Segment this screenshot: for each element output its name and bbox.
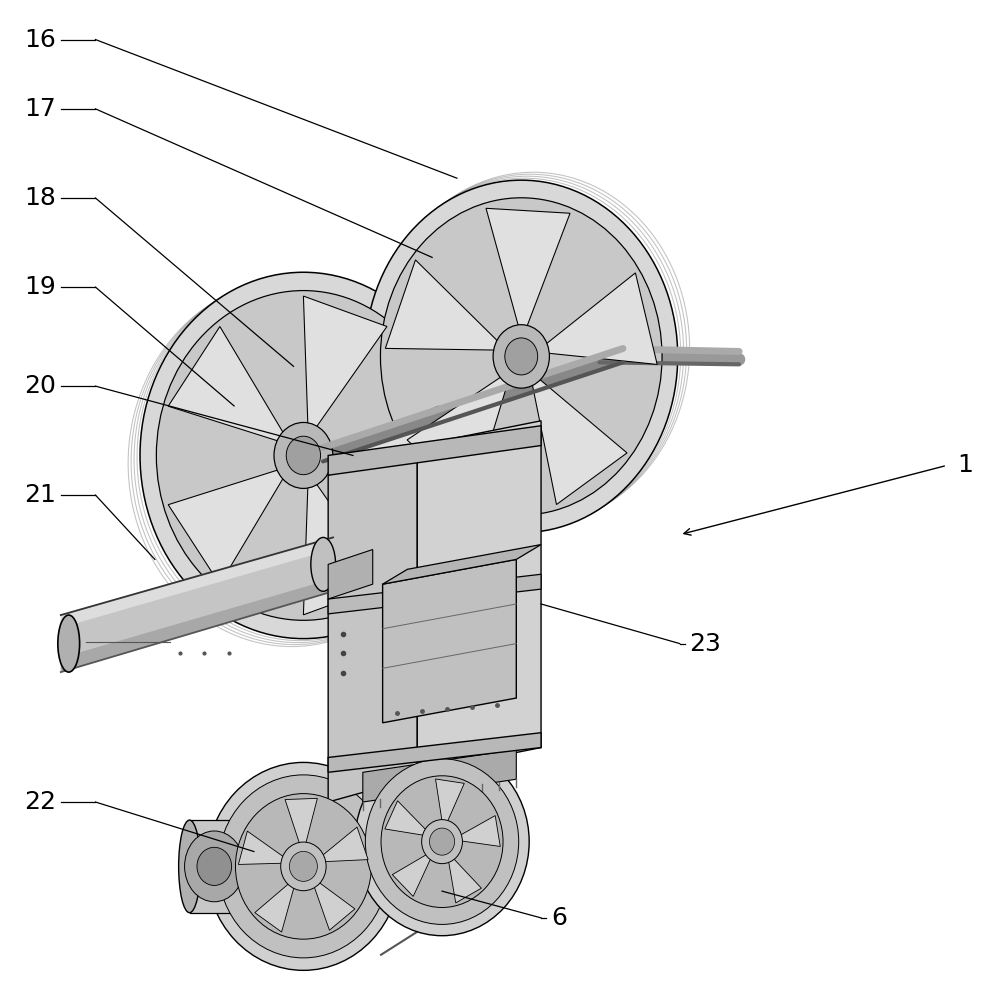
Ellipse shape [185, 831, 244, 902]
Polygon shape [382, 559, 516, 723]
Text: 19: 19 [24, 275, 56, 299]
Ellipse shape [289, 851, 318, 881]
Polygon shape [328, 446, 417, 802]
Text: 17: 17 [24, 97, 56, 121]
Ellipse shape [58, 615, 79, 672]
Ellipse shape [364, 180, 677, 533]
Polygon shape [61, 537, 333, 628]
Polygon shape [328, 574, 541, 614]
Polygon shape [448, 856, 482, 903]
Polygon shape [407, 375, 508, 500]
Polygon shape [61, 537, 333, 672]
Polygon shape [457, 816, 500, 846]
Ellipse shape [235, 794, 371, 939]
Polygon shape [385, 801, 429, 836]
Text: 23: 23 [689, 632, 722, 656]
Polygon shape [543, 273, 657, 364]
Ellipse shape [355, 748, 529, 936]
Polygon shape [168, 327, 286, 442]
Text: 1: 1 [957, 453, 973, 477]
Polygon shape [168, 469, 286, 584]
Polygon shape [328, 426, 541, 475]
Polygon shape [304, 480, 387, 615]
Polygon shape [385, 260, 500, 350]
Polygon shape [190, 820, 309, 913]
Polygon shape [313, 880, 355, 930]
Ellipse shape [197, 847, 231, 885]
Text: 16: 16 [24, 28, 56, 52]
Polygon shape [328, 406, 439, 505]
Polygon shape [255, 881, 295, 932]
Ellipse shape [140, 272, 467, 639]
Polygon shape [61, 579, 333, 672]
Text: 21: 21 [24, 483, 56, 507]
Ellipse shape [311, 537, 336, 591]
Polygon shape [285, 798, 318, 848]
Polygon shape [362, 750, 516, 802]
Polygon shape [486, 208, 570, 330]
Ellipse shape [365, 759, 518, 924]
Ellipse shape [422, 820, 463, 864]
Polygon shape [392, 853, 432, 896]
Ellipse shape [286, 436, 321, 475]
Text: 22: 22 [24, 790, 56, 814]
Polygon shape [238, 831, 287, 864]
Ellipse shape [179, 820, 201, 913]
Ellipse shape [381, 776, 503, 907]
Text: 20: 20 [24, 374, 56, 398]
Polygon shape [304, 296, 387, 431]
Ellipse shape [430, 828, 455, 855]
Ellipse shape [281, 842, 326, 891]
Text: 18: 18 [24, 186, 56, 210]
Polygon shape [328, 733, 541, 772]
Ellipse shape [156, 291, 451, 620]
Ellipse shape [380, 198, 662, 515]
Polygon shape [319, 827, 368, 862]
Text: 6: 6 [551, 906, 567, 930]
Polygon shape [382, 545, 541, 584]
Polygon shape [328, 550, 372, 599]
Polygon shape [417, 421, 541, 772]
Polygon shape [531, 377, 627, 505]
Ellipse shape [207, 762, 400, 970]
Polygon shape [436, 779, 465, 825]
Ellipse shape [218, 775, 389, 958]
Ellipse shape [504, 338, 537, 375]
Ellipse shape [274, 422, 333, 488]
Ellipse shape [494, 325, 549, 388]
